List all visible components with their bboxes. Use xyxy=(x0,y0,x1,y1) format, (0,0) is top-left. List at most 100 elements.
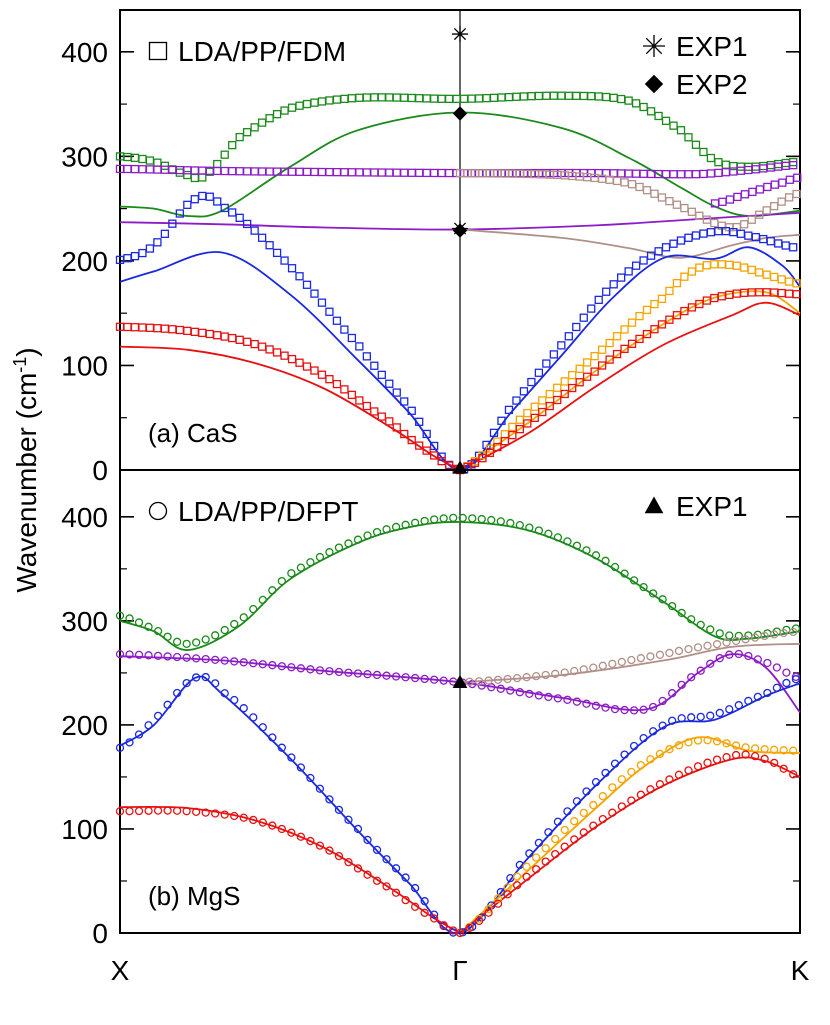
calc-point-blue xyxy=(582,787,591,796)
calc-point-brown xyxy=(672,200,682,209)
calc-point-orange xyxy=(672,278,682,288)
calc-point-purple xyxy=(175,165,184,175)
calc-point-purple xyxy=(631,169,641,178)
exp-point-diamond xyxy=(452,106,468,121)
calc-point-red xyxy=(750,752,760,761)
calc-point-orange xyxy=(770,745,779,754)
calc-point-brown xyxy=(684,644,693,654)
calc-point-red xyxy=(325,375,334,384)
calc-point-red xyxy=(407,435,416,445)
calc-point-green xyxy=(325,96,334,105)
calc-point-red xyxy=(760,754,769,763)
calc-point-red xyxy=(665,315,674,324)
calc-point-red xyxy=(777,288,786,298)
calc-point-red xyxy=(144,806,153,815)
calc-point-green xyxy=(172,637,182,646)
calc-point-blue xyxy=(587,304,596,313)
calc-point-blue xyxy=(265,241,274,250)
calc-point-orange xyxy=(551,834,560,844)
calc-point-blue xyxy=(591,777,601,787)
calc-point-green xyxy=(190,173,199,183)
calc-point-purple xyxy=(591,701,601,710)
calc-point-blue xyxy=(744,696,753,706)
calc-point-blue xyxy=(144,721,153,730)
calc-point-red xyxy=(617,802,626,811)
calc-point-purple xyxy=(182,653,191,662)
calc-point-red xyxy=(523,419,532,428)
calc-point-purple xyxy=(306,665,315,674)
calc-point-green xyxy=(609,93,618,103)
branch-line-brown xyxy=(459,228,801,259)
calc-point-orange xyxy=(657,294,667,303)
calc-point-blue xyxy=(277,743,286,752)
calc-point-red xyxy=(249,815,258,825)
calc-point-orange xyxy=(493,894,503,903)
calc-point-green xyxy=(444,94,454,104)
calc-point-brown xyxy=(665,197,674,206)
calc-point-purple xyxy=(706,659,715,668)
calc-point-green xyxy=(759,161,768,171)
calc-point-purple xyxy=(791,672,801,682)
calc-point-brown xyxy=(680,203,689,213)
calc-point-green xyxy=(467,94,476,103)
calc-point-red xyxy=(363,870,372,879)
calc-point-green xyxy=(669,121,678,130)
calc-point-red xyxy=(415,441,424,450)
calc-point-blue xyxy=(205,192,214,201)
branch-line-red xyxy=(119,345,461,471)
calc-point-orange xyxy=(597,345,607,354)
legend-label: LDA/PP/DFPT xyxy=(178,496,358,527)
calc-point-orange xyxy=(755,268,764,277)
calc-point-red xyxy=(138,323,147,332)
calc-point-red xyxy=(123,322,132,332)
panel-a-cas: 0 100 200 300 400 (a) CaS LDA/PP/FDM EXP1 EXP2 xyxy=(61,9,802,486)
calc-point-green xyxy=(629,576,639,585)
calc-point-green xyxy=(347,94,357,103)
calc-point-green xyxy=(213,159,222,169)
calc-point-brown xyxy=(789,627,798,637)
calc-point-red xyxy=(570,835,579,844)
calc-point-green xyxy=(504,92,514,102)
calc-point-blue xyxy=(268,733,277,742)
calc-point-red xyxy=(160,324,170,333)
y-axis-label-sup: -1 xyxy=(10,357,30,373)
calc-point-blue xyxy=(382,855,391,864)
calc-point-green xyxy=(220,150,229,159)
calc-point-red xyxy=(465,923,474,933)
calc-point-green xyxy=(564,91,573,100)
calc-point-red xyxy=(422,446,431,455)
xtick-label: X xyxy=(111,955,130,986)
calc-point-purple xyxy=(721,168,731,177)
calc-point-blue xyxy=(430,441,439,451)
calc-point-green xyxy=(691,140,701,149)
calc-point-blue xyxy=(401,873,410,882)
calc-point-blue xyxy=(315,784,325,793)
calc-point-blue xyxy=(363,835,372,845)
calc-point-red xyxy=(583,372,592,381)
calc-point-red xyxy=(213,331,222,340)
calc-point-blue xyxy=(687,713,696,722)
calc-point-purple xyxy=(257,167,267,176)
calc-point-orange xyxy=(636,761,646,770)
calc-point-green xyxy=(542,91,551,100)
calc-point-brown xyxy=(617,657,626,667)
calc-point-green xyxy=(639,582,648,592)
calc-point-red xyxy=(560,842,569,851)
calc-point-purple xyxy=(125,650,134,659)
calc-point-green xyxy=(658,595,667,604)
calc-point-brown xyxy=(474,677,484,686)
calc-point-green xyxy=(437,94,446,103)
calc-point-green xyxy=(385,93,394,102)
calc-point-blue xyxy=(134,730,144,739)
calc-point-purple xyxy=(213,166,222,176)
calc-point-green xyxy=(587,91,596,101)
calc-point-purple xyxy=(347,168,357,177)
calc-point-purple xyxy=(363,670,372,679)
calc-point-green xyxy=(192,638,201,647)
calc-point-purple xyxy=(401,673,410,682)
calc-point-orange xyxy=(583,358,592,367)
calc-point-blue xyxy=(198,191,207,201)
calc-point-red xyxy=(437,456,446,466)
calc-point-brown xyxy=(532,671,541,681)
